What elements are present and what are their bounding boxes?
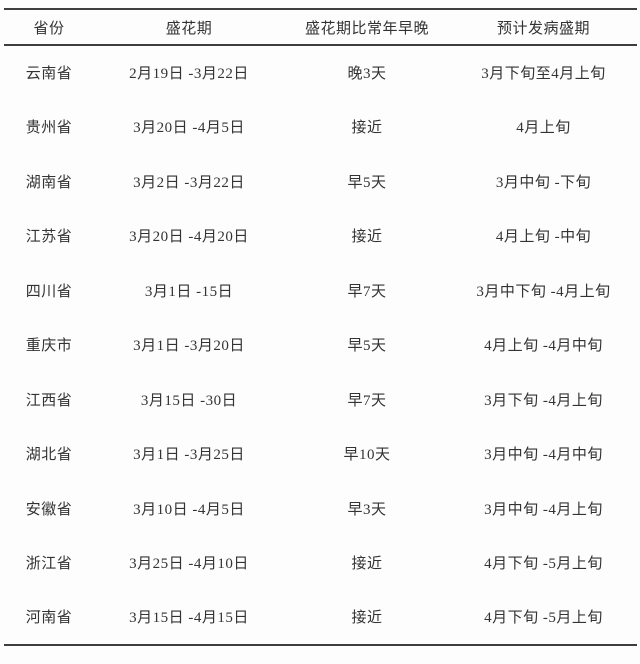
table-row: 重庆市 3月1日 -3月20日 早5天 4月上旬 -4月中旬 bbox=[4, 318, 637, 373]
cell-bloom-deviation: 早7天 bbox=[347, 283, 387, 300]
cell-disease-peak: 3月中旬 -4月上旬 bbox=[484, 501, 603, 518]
table-row: 贵州省 3月20日 -4月5日 接近 4月上旬 bbox=[4, 100, 637, 155]
cell-province: 重庆市 bbox=[25, 338, 73, 355]
table-row: 云南省 2月19日 -3月22日 晚3天 3月下旬至4月上旬 bbox=[4, 45, 637, 100]
cell-bloom-period: 3月1日 -3月25日 bbox=[133, 447, 245, 464]
col-header-disease-peak: 预计发病盛期 bbox=[496, 20, 590, 37]
cell-disease-peak: 3月中下旬 -4月上旬 bbox=[476, 283, 611, 300]
cell-province: 安徽省 bbox=[25, 501, 73, 518]
table-row: 浙江省 3月25日 -4月10日 接近 4月下旬 -5月上旬 bbox=[4, 536, 637, 591]
cell-bloom-deviation: 早5天 bbox=[347, 338, 387, 355]
cell-province: 贵州省 bbox=[25, 120, 73, 137]
col-header-bloom-period: 盛花期 bbox=[165, 20, 213, 37]
cell-bloom-deviation: 接近 bbox=[351, 229, 383, 246]
cell-bloom-period: 3月20日 -4月20日 bbox=[129, 229, 249, 246]
table-row: 湖北省 3月1日 -3月25日 早10天 3月中旬 -4月中旬 bbox=[4, 427, 637, 482]
cell-bloom-deviation: 晚3天 bbox=[347, 66, 387, 83]
cell-bloom-period: 3月15日 -4月15日 bbox=[129, 610, 249, 627]
cell-disease-peak: 4月上旬 bbox=[516, 120, 571, 137]
cell-bloom-deviation: 接近 bbox=[351, 556, 383, 573]
table-row: 河南省 3月15日 -4月15日 接近 4月下旬 -5月上旬 bbox=[4, 590, 637, 645]
cell-bloom-deviation: 接近 bbox=[351, 120, 383, 137]
cell-province: 湖南省 bbox=[25, 174, 73, 191]
table-row: 四川省 3月1日 -15日 早7天 3月中下旬 -4月上旬 bbox=[4, 263, 637, 318]
cell-bloom-deviation: 早7天 bbox=[347, 392, 387, 409]
cell-bloom-period: 3月10日 -4月5日 bbox=[133, 501, 245, 518]
cell-bloom-deviation: 早5天 bbox=[347, 174, 387, 191]
cell-disease-peak: 4月上旬 -中旬 bbox=[495, 229, 592, 246]
cell-disease-peak: 3月中旬 -4月中旬 bbox=[484, 447, 603, 464]
cell-province: 江西省 bbox=[25, 392, 73, 409]
cell-bloom-deviation: 早3天 bbox=[347, 501, 387, 518]
cell-bloom-period: 2月19日 -3月22日 bbox=[129, 66, 249, 83]
cell-province: 浙江省 bbox=[25, 556, 73, 573]
cell-bloom-deviation: 早10天 bbox=[343, 447, 391, 464]
cell-bloom-period: 3月20日 -4月5日 bbox=[133, 120, 245, 137]
cell-bloom-period: 3月25日 -4月10日 bbox=[129, 556, 249, 573]
cell-province: 江苏省 bbox=[25, 229, 73, 246]
table-row: 安徽省 3月10日 -4月5日 早3天 3月中旬 -4月上旬 bbox=[4, 481, 637, 536]
col-header-province: 省份 bbox=[33, 20, 65, 37]
cell-bloom-deviation: 接近 bbox=[351, 610, 383, 627]
table-row: 江苏省 3月20日 -4月20日 接近 4月上旬 -中旬 bbox=[4, 209, 637, 264]
cell-bloom-period: 3月1日 -3月20日 bbox=[133, 338, 245, 355]
cell-disease-peak: 4月上旬 -4月中旬 bbox=[484, 338, 603, 355]
cell-province: 云南省 bbox=[25, 66, 73, 83]
cell-disease-peak: 3月下旬至4月上旬 bbox=[481, 66, 606, 83]
table-header-row: 省份 盛花期 盛花期比常年早晚 预计发病盛期 bbox=[4, 9, 637, 45]
flowering-period-table: 省份 盛花期 盛花期比常年早晚 预计发病盛期 云南省 2月19日 -3月22日 … bbox=[4, 8, 637, 646]
cell-bloom-period: 3月2日 -3月22日 bbox=[133, 174, 245, 191]
table-row: 江西省 3月15日 -30日 早7天 3月下旬 -4月上旬 bbox=[4, 372, 637, 427]
table-row: 湖南省 3月2日 -3月22日 早5天 3月中旬 -下旬 bbox=[4, 154, 637, 209]
cell-disease-peak: 3月下旬 -4月上旬 bbox=[484, 392, 603, 409]
cell-province: 河南省 bbox=[25, 610, 73, 627]
cell-disease-peak: 3月中旬 -下旬 bbox=[495, 174, 592, 191]
cell-bloom-period: 3月15日 -30日 bbox=[140, 392, 238, 409]
col-header-bloom-deviation: 盛花期比常年早晚 bbox=[304, 20, 429, 37]
cell-province: 湖北省 bbox=[25, 447, 73, 464]
cell-bloom-period: 3月1日 -15日 bbox=[144, 283, 234, 300]
cell-disease-peak: 4月下旬 -5月上旬 bbox=[484, 610, 603, 627]
cell-province: 四川省 bbox=[25, 283, 73, 300]
cell-disease-peak: 4月下旬 -5月上旬 bbox=[484, 556, 603, 573]
